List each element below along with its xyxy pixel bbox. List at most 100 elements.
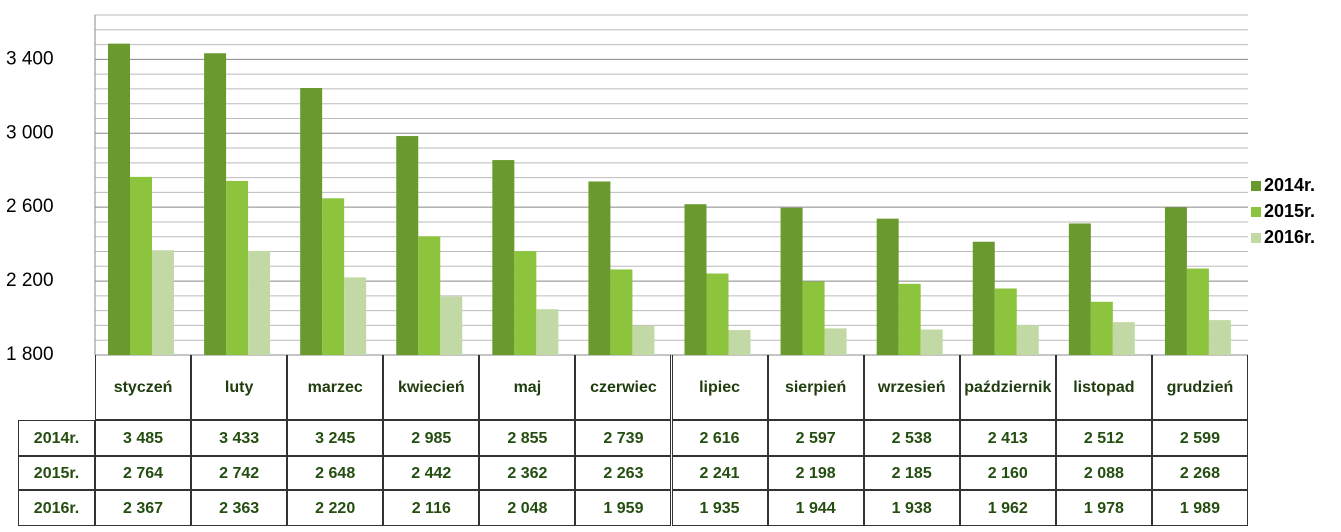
data-cell: 3 433 [191, 420, 288, 456]
row-label: 2015r. [18, 456, 95, 490]
bar [632, 325, 655, 355]
bar [684, 204, 707, 355]
data-cell: 1 978 [1055, 490, 1152, 526]
data-cell: 2 538 [863, 420, 960, 456]
bar [1068, 223, 1091, 355]
bar [1164, 207, 1187, 355]
category-label: czerwiec [575, 355, 672, 420]
category-label: listopad [1055, 355, 1152, 420]
data-cell: 2 597 [767, 420, 864, 456]
data-cell: 2 442 [383, 456, 480, 490]
row-label: 2016r. [18, 490, 95, 526]
bar [824, 328, 847, 355]
category-label: kwiecień [383, 355, 480, 420]
bar [1090, 301, 1113, 355]
bar [972, 241, 995, 355]
y-tick-label: 2 200 [6, 270, 54, 291]
category-label: wrzesień [863, 355, 960, 420]
data-cell: 2 220 [287, 490, 384, 526]
data-cell: 2 616 [671, 420, 768, 456]
data-cell: 2 739 [575, 420, 672, 456]
data-cell: 2 512 [1055, 420, 1152, 456]
legend-label: 2016r. [1264, 227, 1315, 247]
bar [440, 296, 463, 355]
data-cell: 2 088 [1055, 456, 1152, 490]
bar [728, 330, 751, 355]
bar [610, 269, 633, 355]
data-cell: 2 985 [383, 420, 480, 456]
data-cell: 1 935 [671, 490, 768, 526]
bar [204, 53, 227, 355]
bar [418, 236, 441, 355]
bar [802, 281, 825, 355]
legend-swatch [1251, 207, 1261, 217]
bar [780, 207, 803, 355]
category-label: marzec [287, 355, 384, 420]
data-cell: 2 185 [863, 456, 960, 490]
y-tick-label: 2 600 [6, 196, 54, 217]
data-cell: 2 268 [1151, 456, 1248, 490]
bar [1016, 325, 1039, 355]
data-cell: 2 160 [959, 456, 1056, 490]
data-cell: 2 413 [959, 420, 1056, 456]
bar [130, 176, 152, 355]
data-cell: 2 048 [479, 490, 576, 526]
category-label: maj [479, 355, 576, 420]
category-label: październik [959, 355, 1056, 420]
data-cell: 2 742 [191, 456, 288, 490]
data-cell: 3 485 [95, 420, 192, 456]
bar [994, 288, 1017, 355]
bar [1186, 268, 1209, 355]
bar [876, 218, 899, 355]
category-label: sierpień [767, 355, 864, 420]
data-cell: 1 989 [1151, 490, 1248, 526]
data-cell: 3 245 [287, 420, 384, 456]
data-cell: 1 944 [767, 490, 864, 526]
bar [706, 273, 729, 355]
data-cell: 2 116 [383, 490, 480, 526]
bar [322, 198, 345, 355]
bar [108, 43, 130, 356]
data-cell: 1 938 [863, 490, 960, 526]
legend-label: 2015r. [1264, 201, 1315, 221]
bar [396, 136, 419, 355]
legend-swatch [1251, 233, 1261, 243]
data-cell: 2 263 [575, 456, 672, 490]
bar [226, 180, 249, 355]
legend-swatch [1251, 181, 1261, 191]
data-cell: 2 362 [479, 456, 576, 490]
bar [536, 309, 559, 355]
bar [1208, 320, 1231, 355]
category-label: styczeń [95, 355, 192, 420]
bar [300, 87, 323, 355]
bar [514, 251, 537, 355]
bar [588, 181, 611, 355]
bar [344, 277, 367, 355]
data-cell: 2 648 [287, 456, 384, 490]
data-cell: 2 198 [767, 456, 864, 490]
data-cell: 1 962 [959, 490, 1056, 526]
bar [1112, 322, 1135, 355]
data-cell: 2 764 [95, 456, 192, 490]
bar [492, 160, 515, 355]
bar [248, 250, 271, 355]
bar [920, 329, 943, 355]
category-label: luty [191, 355, 288, 420]
y-tick-label: 3 400 [6, 48, 54, 69]
y-tick-label: 3 000 [6, 122, 54, 143]
bar [152, 250, 174, 355]
data-cell: 1 959 [575, 490, 672, 526]
category-label: lipiec [671, 355, 768, 420]
category-label: grudzień [1151, 355, 1248, 420]
row-label: 2014r. [18, 420, 95, 456]
bar [898, 283, 921, 355]
data-cell: 2 367 [95, 490, 192, 526]
data-cell: 2 363 [191, 490, 288, 526]
y-tick-label: 1 800 [6, 344, 54, 365]
data-cell: 2 855 [479, 420, 576, 456]
legend-label: 2014r. [1264, 175, 1315, 195]
data-cell: 2 599 [1151, 420, 1248, 456]
data-cell: 2 241 [671, 456, 768, 490]
